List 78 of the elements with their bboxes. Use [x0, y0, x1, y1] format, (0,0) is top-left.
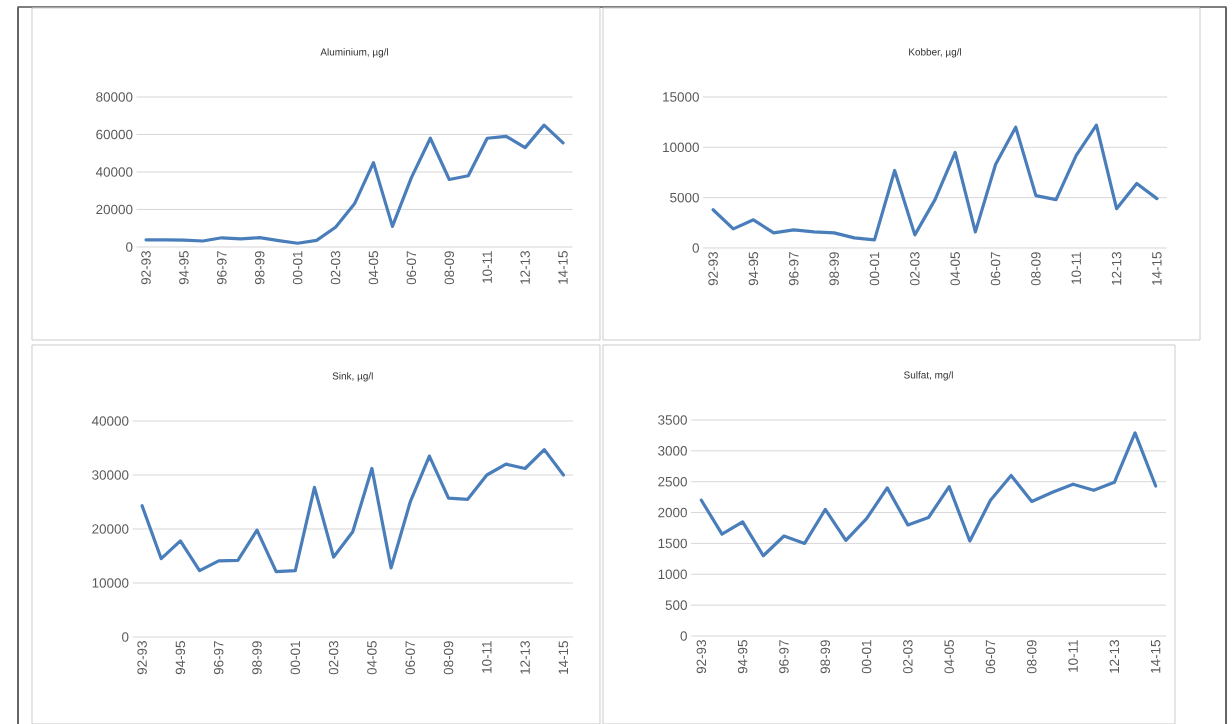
y-tick-label: 30000: [92, 470, 129, 480]
y-tick-label: 20000: [96, 204, 133, 215]
x-tick-label: 10-11: [482, 251, 492, 283]
x-tick-label: 10-11: [1068, 640, 1078, 672]
x-tick-label: 12-13: [520, 251, 530, 284]
x-tick-label: 14-15: [558, 641, 569, 674]
x-tick-label: 02-03: [910, 252, 920, 286]
x-tick-label: 02-03: [330, 251, 341, 285]
x-tick-label: 94-95: [737, 640, 748, 674]
x-tick-label: 12-13: [520, 641, 530, 674]
x-tick-label: 00-01: [290, 641, 301, 675]
y-tick-label: 0: [122, 632, 129, 642]
x-tick-label: 98-99: [254, 251, 265, 285]
x-tick-label: 04-05: [367, 641, 377, 675]
x-tick-label: 08-09: [443, 641, 454, 675]
x-tick-label: 14-15: [1151, 640, 1161, 673]
chart-title: Aluminium, µg/l: [320, 48, 388, 58]
chart-title: Sulfat, mg/l: [904, 371, 953, 381]
x-tick-label: 92-93: [141, 251, 151, 285]
y-tick-label: 1000: [658, 569, 687, 580]
x-tick-label: 06-07: [406, 251, 417, 285]
chart-title: Kobber, µg/l: [909, 48, 962, 58]
y-tick-label: 15000: [663, 92, 699, 102]
x-tick-label: 08-09: [444, 251, 455, 285]
x-tick-label: 10-11: [482, 641, 492, 673]
x-tick-label: 04-05: [368, 251, 379, 285]
y-tick-label: 0: [126, 242, 133, 252]
y-tick-label: 2000: [658, 507, 687, 518]
y-tick-label: 60000: [96, 129, 133, 140]
y-tick-label: 1500: [658, 538, 687, 549]
x-tick-label: 02-03: [903, 640, 913, 674]
x-tick-label: 14-15: [558, 251, 568, 284]
y-tick-label: 3000: [658, 446, 687, 456]
x-tick-label: 12-13: [1109, 640, 1120, 673]
line-series: [140, 448, 566, 574]
x-tick-label: 98-99: [252, 641, 262, 675]
y-tick-label: 40000: [95, 167, 133, 177]
x-tick-label: 96-97: [217, 251, 227, 285]
y-tick-label: 80000: [96, 92, 133, 102]
x-tick-label: 06-07: [405, 641, 415, 675]
line-series: [699, 431, 1158, 558]
x-tick-label: 94-95: [748, 252, 759, 286]
y-tick-label: 500: [665, 600, 687, 610]
x-tick-label: 00-01: [292, 251, 303, 285]
x-tick-label: 06-07: [990, 252, 1001, 286]
x-tick-label: 12-13: [1111, 252, 1122, 285]
x-tick-label: 94-95: [175, 641, 186, 675]
y-tick-label: 10000: [92, 578, 129, 588]
y-tick-label: 0: [692, 243, 699, 253]
x-tick-label: 00-01: [861, 640, 872, 674]
y-tick-label: 5000: [670, 192, 699, 203]
x-tick-label: 08-09: [1027, 640, 1037, 674]
x-tick-label: 92-93: [137, 641, 147, 675]
y-tick-label: 20000: [92, 524, 129, 534]
y-tick-label: 3500: [658, 415, 687, 425]
chart-title: Sink, µg/l: [332, 372, 373, 382]
x-tick-label: 98-99: [829, 252, 839, 286]
x-tick-label: 92-93: [696, 640, 707, 674]
x-tick-label: 92-93: [708, 252, 718, 286]
x-tick-label: 96-97: [213, 641, 224, 675]
y-tick-label: 0: [680, 631, 687, 641]
x-tick-label: 94-95: [179, 251, 189, 285]
x-tick-label: 96-97: [789, 252, 799, 286]
line-series: [711, 123, 1159, 242]
y-tick-label: 40000: [91, 416, 129, 426]
x-tick-label: 04-05: [950, 252, 960, 286]
x-tick-label: 10-11: [1071, 252, 1081, 284]
x-tick-label: 08-09: [1031, 252, 1041, 286]
y-tick-label: 10000: [663, 142, 699, 153]
x-tick-label: 04-05: [944, 640, 954, 674]
y-tick-label: 2500: [658, 476, 687, 487]
x-tick-label: 02-03: [328, 641, 339, 675]
line-series: [144, 123, 565, 245]
x-tick-label: 00-01: [869, 252, 880, 286]
x-tick-label: 14-15: [1152, 252, 1162, 285]
x-tick-label: 06-07: [985, 640, 996, 674]
x-tick-label: 98-99: [820, 640, 831, 674]
x-tick-label: 96-97: [779, 640, 789, 674]
